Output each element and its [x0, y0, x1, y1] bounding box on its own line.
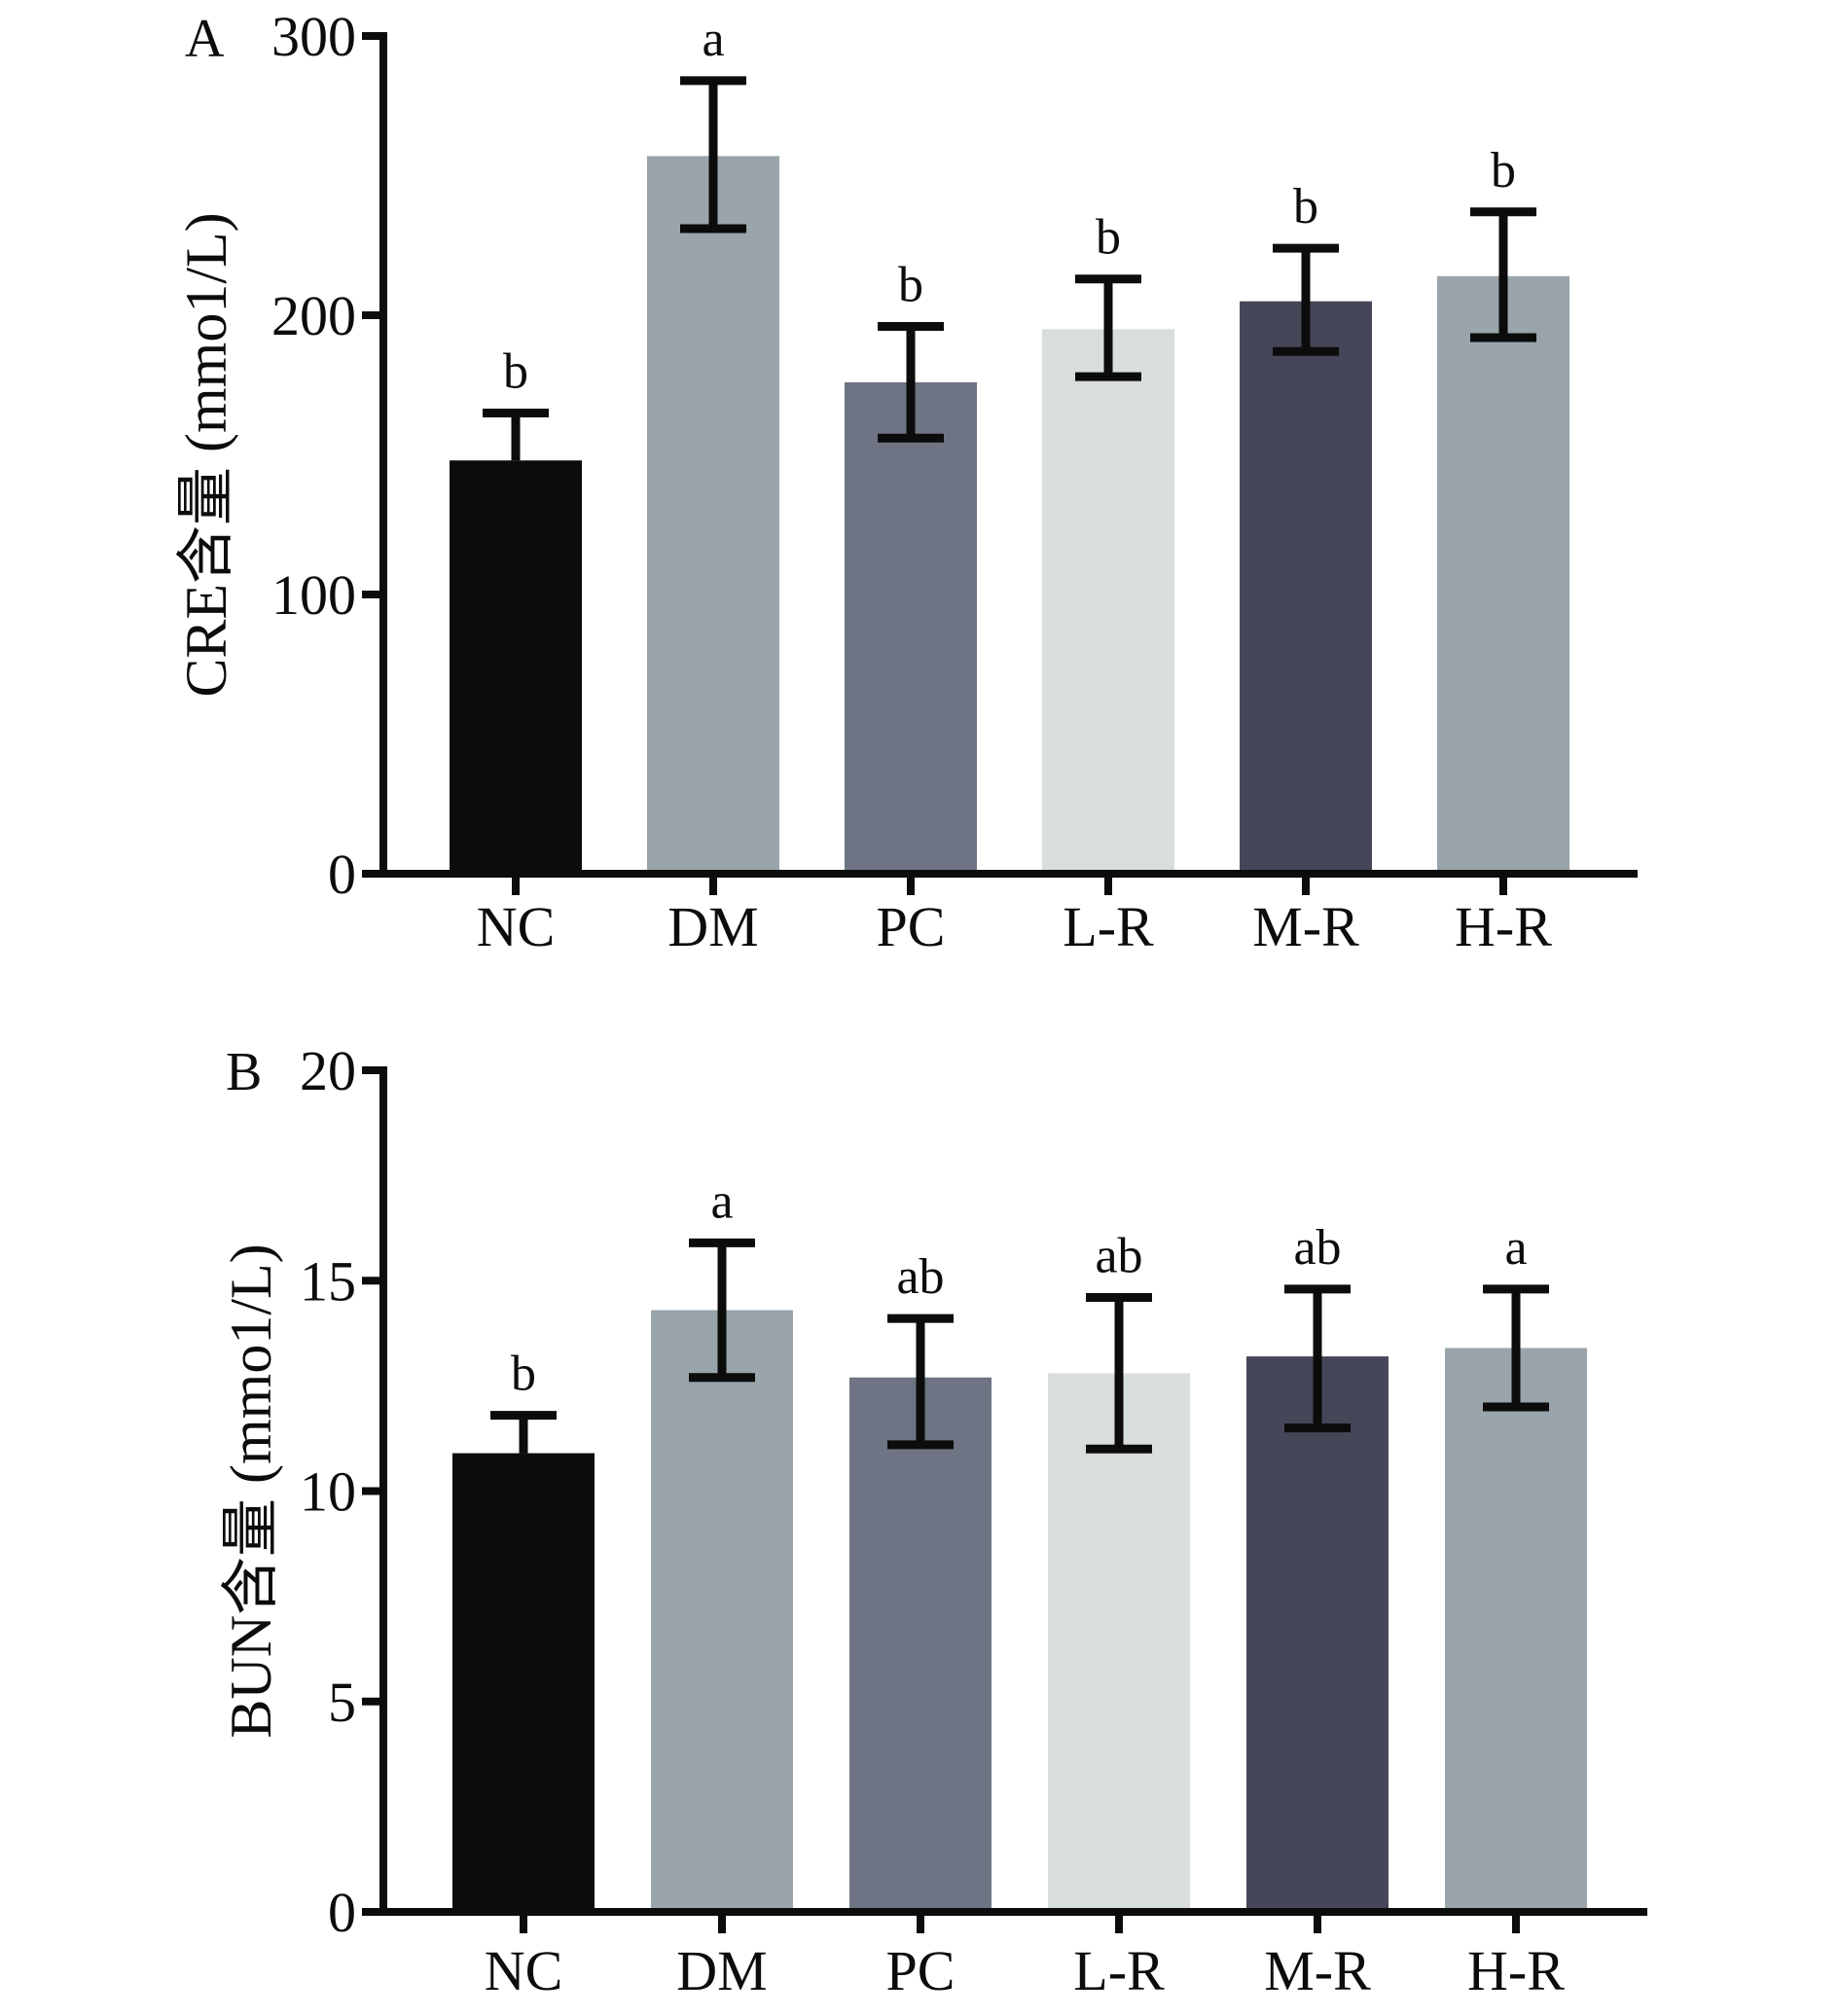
significance-label-dm: a	[710, 1173, 733, 1229]
y-tick-label: 300	[271, 5, 356, 68]
bar-nc	[452, 1453, 595, 1912]
x-tick-label-l-r: L-R	[1063, 895, 1154, 958]
x-tick-label-m-r: M-R	[1264, 1939, 1371, 2002]
x-tick-label-pc: PC	[877, 895, 946, 958]
significance-label-pc: b	[898, 257, 923, 312]
x-tick-label-m-r: M-R	[1252, 895, 1359, 958]
bar-l-r	[1042, 329, 1174, 875]
bar-dm	[651, 1310, 793, 1912]
y-tick-label: 0	[328, 843, 356, 906]
bar-pc	[845, 381, 977, 874]
bar-h-r	[1437, 275, 1569, 874]
bar-m-r	[1246, 1356, 1388, 1912]
bar-pc	[849, 1377, 992, 1912]
y-tick-label: 15	[300, 1249, 356, 1313]
y-axis-title: CRE含量 (mmo1/L)	[174, 212, 238, 697]
significance-label-nc: b	[511, 1347, 536, 1402]
bar-m-r	[1240, 301, 1372, 874]
x-tick-label-pc: PC	[886, 1939, 956, 2002]
panel-label: B	[226, 1042, 262, 1102]
panel-label: A	[185, 9, 225, 69]
bar-nc	[450, 460, 582, 874]
significance-label-nc: b	[503, 343, 528, 399]
panel-a-chart: b a b b b b 0 100 200 300 NC DM PC L-R M-R H-R A CRE含量 (m…	[174, 5, 1638, 958]
x-tick-label-h-r: H-R	[1455, 895, 1552, 958]
x-tick-label-h-r: H-R	[1467, 1939, 1565, 2002]
significance-label-m-r: ab	[1293, 1220, 1341, 1276]
bar-l-r	[1048, 1373, 1190, 1912]
x-tick-label-nc: NC	[485, 1939, 563, 2002]
x-tick-label-l-r: L-R	[1073, 1939, 1165, 2002]
significance-label-dm: a	[702, 12, 724, 67]
y-tick-label: 5	[328, 1671, 356, 1734]
y-tick-label: 200	[271, 284, 356, 347]
y-axis-title: BUN含量 (mmo1/L)	[219, 1243, 283, 1738]
x-tick-label-dm: DM	[676, 1939, 767, 2002]
significance-label-h-r: a	[1504, 1220, 1527, 1276]
x-tick-label-dm: DM	[667, 895, 758, 958]
y-tick-label: 20	[300, 1039, 356, 1102]
panel-b-chart: b a ab ab ab a 0 5 10 15 20 NC DM PC L-R M-R H-R B BUN含量 (…	[219, 1039, 1647, 2002]
significance-label-pc: ab	[896, 1249, 944, 1305]
significance-label-l-r: ab	[1095, 1229, 1142, 1284]
y-tick-label: 0	[328, 1881, 356, 1944]
x-tick-label-nc: NC	[477, 895, 556, 958]
significance-label-l-r: b	[1096, 210, 1121, 266]
bar-h-r	[1445, 1348, 1587, 1912]
significance-label-h-r: b	[1491, 143, 1516, 198]
bar-dm	[647, 156, 779, 874]
significance-label-m-r: b	[1293, 179, 1318, 234]
y-tick-label: 10	[300, 1460, 356, 1524]
y-tick-label: 100	[271, 563, 356, 627]
